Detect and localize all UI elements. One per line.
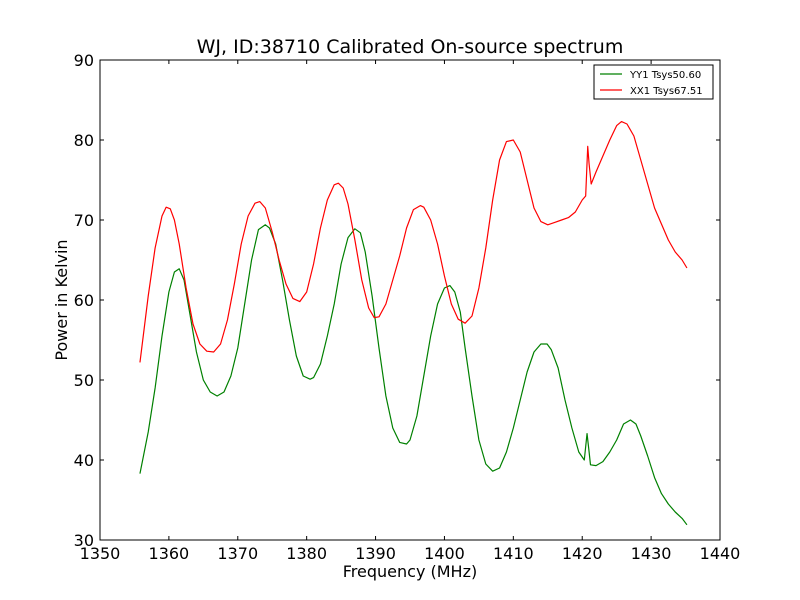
- legend-label-yy1: YY1 Tsys50.60: [629, 70, 701, 81]
- x-tick-label: 1410: [493, 544, 534, 563]
- x-tick-label: 1430: [631, 544, 672, 563]
- legend: YY1 Tsys50.60 XX1 Tsys67.51: [593, 64, 714, 100]
- chart-title: WJ, ID:38710 Calibrated On-source spectr…: [197, 36, 624, 58]
- y-tick-label: 60: [74, 291, 94, 310]
- x-tick-label: 1380: [286, 544, 327, 563]
- series-line-xx1: [139, 120, 688, 363]
- y-tick-label: 80: [74, 131, 94, 150]
- x-tick-label: 1360: [149, 544, 190, 563]
- x-tick-label: 1370: [217, 544, 258, 563]
- x-tick-label: 1390: [355, 544, 396, 563]
- y-tick-label: 30: [74, 531, 94, 550]
- y-tick-label: 70: [74, 211, 94, 230]
- plot-frame: [99, 59, 721, 541]
- x-tick-label: 1400: [424, 544, 465, 563]
- x-axis-label: Frequency (MHz): [343, 562, 477, 581]
- y-tick-label: 50: [74, 371, 94, 390]
- x-tick-label: 1350: [80, 544, 121, 563]
- legend-label-xx1: XX1 Tsys67.51: [630, 86, 703, 97]
- legend-box: [593, 64, 714, 100]
- series-line-yy1: [139, 224, 688, 526]
- y-tick-label: 40: [74, 451, 94, 470]
- ticks-layer: 1350 1360 1370 1380 1390 1400 1410 1420 1430 1440…: [74, 51, 741, 563]
- y-tick-label: 90: [74, 51, 94, 70]
- y-axis-label: Power in Kelvin: [52, 239, 71, 360]
- series-layer: [139, 120, 688, 526]
- x-tick-label: 1440: [700, 544, 741, 563]
- x-tick-label: 1420: [562, 544, 603, 563]
